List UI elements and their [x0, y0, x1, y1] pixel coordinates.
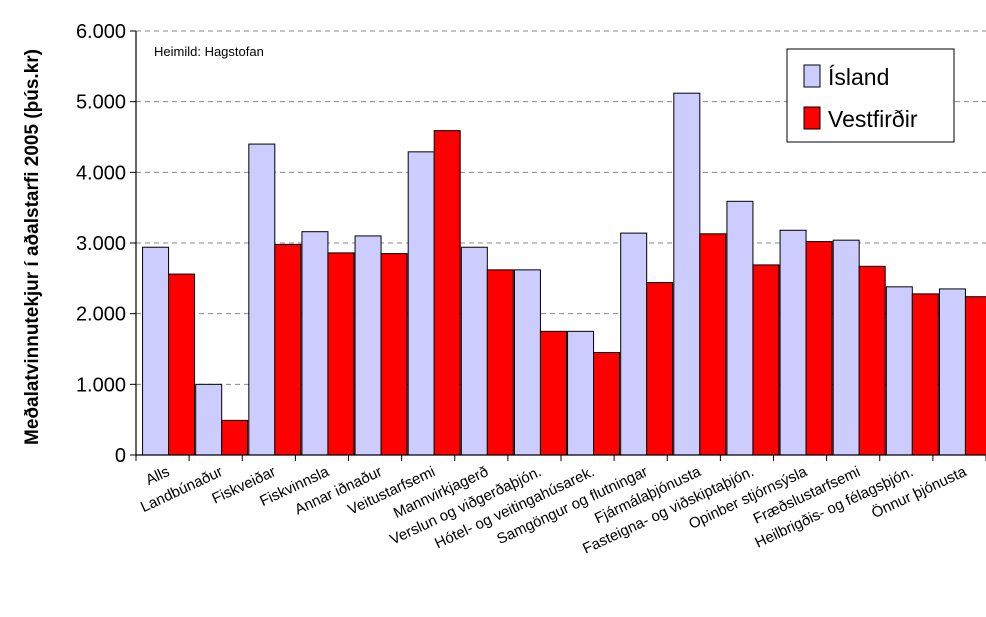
- bar-vestfirdir: [327, 252, 355, 456]
- bar-vestfirdir: [858, 265, 886, 456]
- bar-island: [248, 143, 276, 456]
- bar-island: [620, 232, 648, 456]
- bar-vestfirdir: [221, 419, 249, 456]
- bar-vestfirdir: [964, 296, 986, 456]
- bar-vestfirdir: [646, 282, 674, 456]
- bar-island: [460, 246, 488, 456]
- bar-vestfirdir: [593, 352, 621, 456]
- legend-label-vestfirdir: Vestfirðir: [828, 106, 918, 132]
- legend-swatch-island: [803, 64, 821, 88]
- bar-island: [301, 231, 329, 456]
- bar-island: [513, 269, 541, 456]
- bar-island: [142, 246, 170, 456]
- source-note: Heimild: Hagstofan: [154, 44, 264, 59]
- bar-vestfirdir: [168, 273, 196, 456]
- y-tick-label: 1.000: [76, 374, 126, 396]
- x-category-label: Alls: [143, 463, 172, 489]
- bar-island: [195, 383, 223, 456]
- bar-island: [407, 151, 435, 456]
- y-tick-label: 2.000: [76, 304, 126, 326]
- bar-island: [938, 288, 966, 456]
- bar-island: [673, 92, 701, 456]
- y-tick-label: 3.000: [76, 233, 126, 255]
- bar-island: [779, 229, 807, 456]
- bar-island: [832, 239, 860, 456]
- y-tick-label: 0: [115, 445, 126, 467]
- bar-vestfirdir: [380, 253, 408, 456]
- bar-vestfirdir: [911, 293, 939, 456]
- bar-vestfirdir: [699, 233, 727, 456]
- bars: [142, 92, 986, 456]
- bar-island: [567, 330, 595, 456]
- y-tick-label: 4.000: [76, 162, 126, 184]
- y-axis-title: Meðalatvinnutekjur í aðalstarfi 2005 (þú…: [22, 49, 43, 445]
- legend-label-island: Ísland: [828, 64, 889, 90]
- bar-vestfirdir: [805, 241, 833, 456]
- legend-swatch-vestfirdir: [803, 106, 821, 130]
- bar-island: [726, 200, 754, 456]
- bar-vestfirdir: [752, 264, 780, 456]
- bar-vestfirdir: [274, 243, 302, 456]
- legend: Ísland Vestfirðir: [786, 48, 955, 143]
- bar-vestfirdir: [433, 130, 461, 456]
- y-tick-label: 6.000: [76, 21, 126, 43]
- bar-vestfirdir: [486, 269, 514, 456]
- y-tick-label: 5.000: [76, 92, 126, 114]
- bar-island: [354, 235, 382, 456]
- bar-vestfirdir: [539, 330, 567, 456]
- bar-island: [885, 286, 913, 456]
